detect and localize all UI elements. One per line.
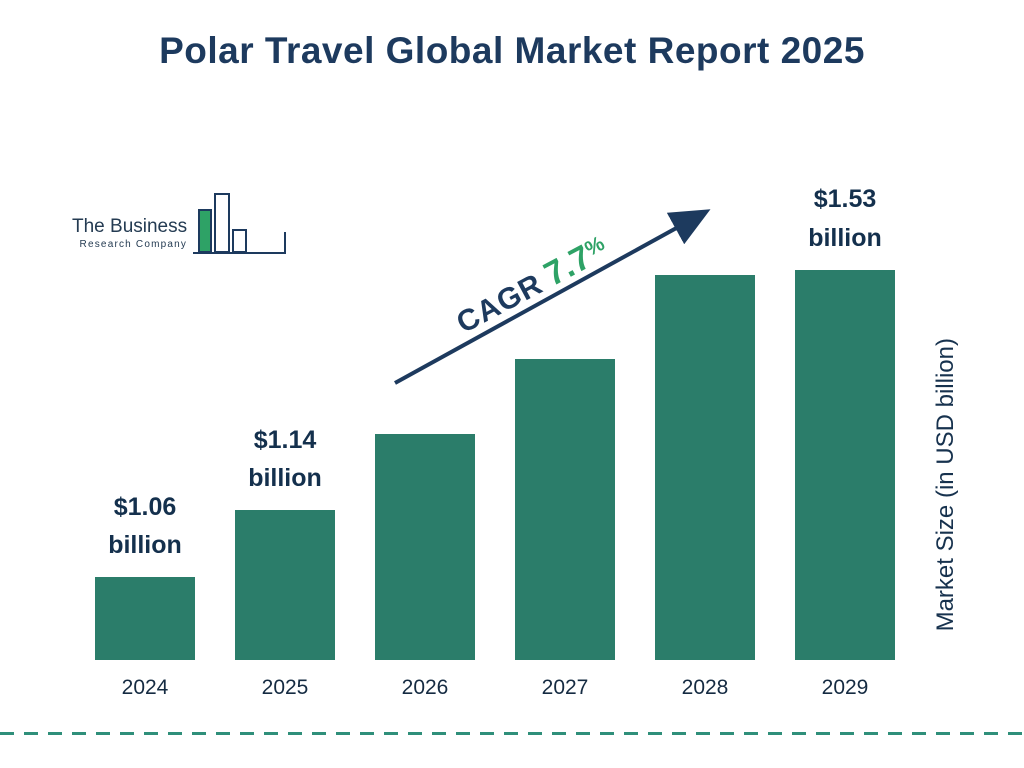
page-title: Polar Travel Global Market Report 2025: [159, 30, 865, 71]
x-axis-label-2028: 2028: [681, 676, 729, 699]
bar-column-2024: $1.06 billion 2024: [95, 180, 195, 699]
bar-column-2028: 2028: [655, 180, 755, 699]
x-axis-label-2026: 2026: [401, 676, 449, 699]
bar-2027: [515, 359, 615, 660]
logo-subname: Research Company: [79, 239, 188, 250]
bar-2024: [95, 577, 195, 660]
value-label-2024: $1.06 billion: [108, 492, 182, 560]
bar-chart: $1.06 billion 2024 $1.14 billion 2025 2026 2027…: [95, 180, 895, 699]
logo-name: The Business: [72, 216, 188, 237]
x-axis-label-2025: 2025: [261, 676, 309, 699]
y-axis-title: Market Size (in USD billion): [932, 338, 959, 632]
logo: The Business Research Company: [72, 192, 289, 256]
bar-2025: [235, 510, 335, 660]
bar-column-2025: $1.14 billion 2025: [235, 180, 335, 699]
bar-column-2026: 2026: [375, 180, 475, 699]
bar-2029: [795, 269, 895, 660]
bar-column-2027: 2027: [515, 180, 615, 699]
bars: $1.06 billion 2024 $1.14 billion 2025 2026 2027…: [95, 180, 895, 699]
bar-column-2029: $1.53 billion 2029: [795, 180, 895, 699]
bar-2028: [655, 275, 755, 660]
bar-2026: [375, 434, 475, 660]
x-axis-label-2027: 2027: [541, 676, 589, 699]
value-label-2029: $1.53 billion: [808, 185, 882, 252]
value-label-2025: $1.14 billion: [248, 425, 322, 493]
logo-bar-chart-icon: [193, 193, 287, 254]
logo-text: The Business Research Company: [72, 216, 187, 256]
x-axis-label-2024: 2024: [121, 676, 169, 699]
x-axis-label-2029: 2029: [821, 676, 869, 699]
bottom-dashed-line: [0, 732, 1024, 735]
